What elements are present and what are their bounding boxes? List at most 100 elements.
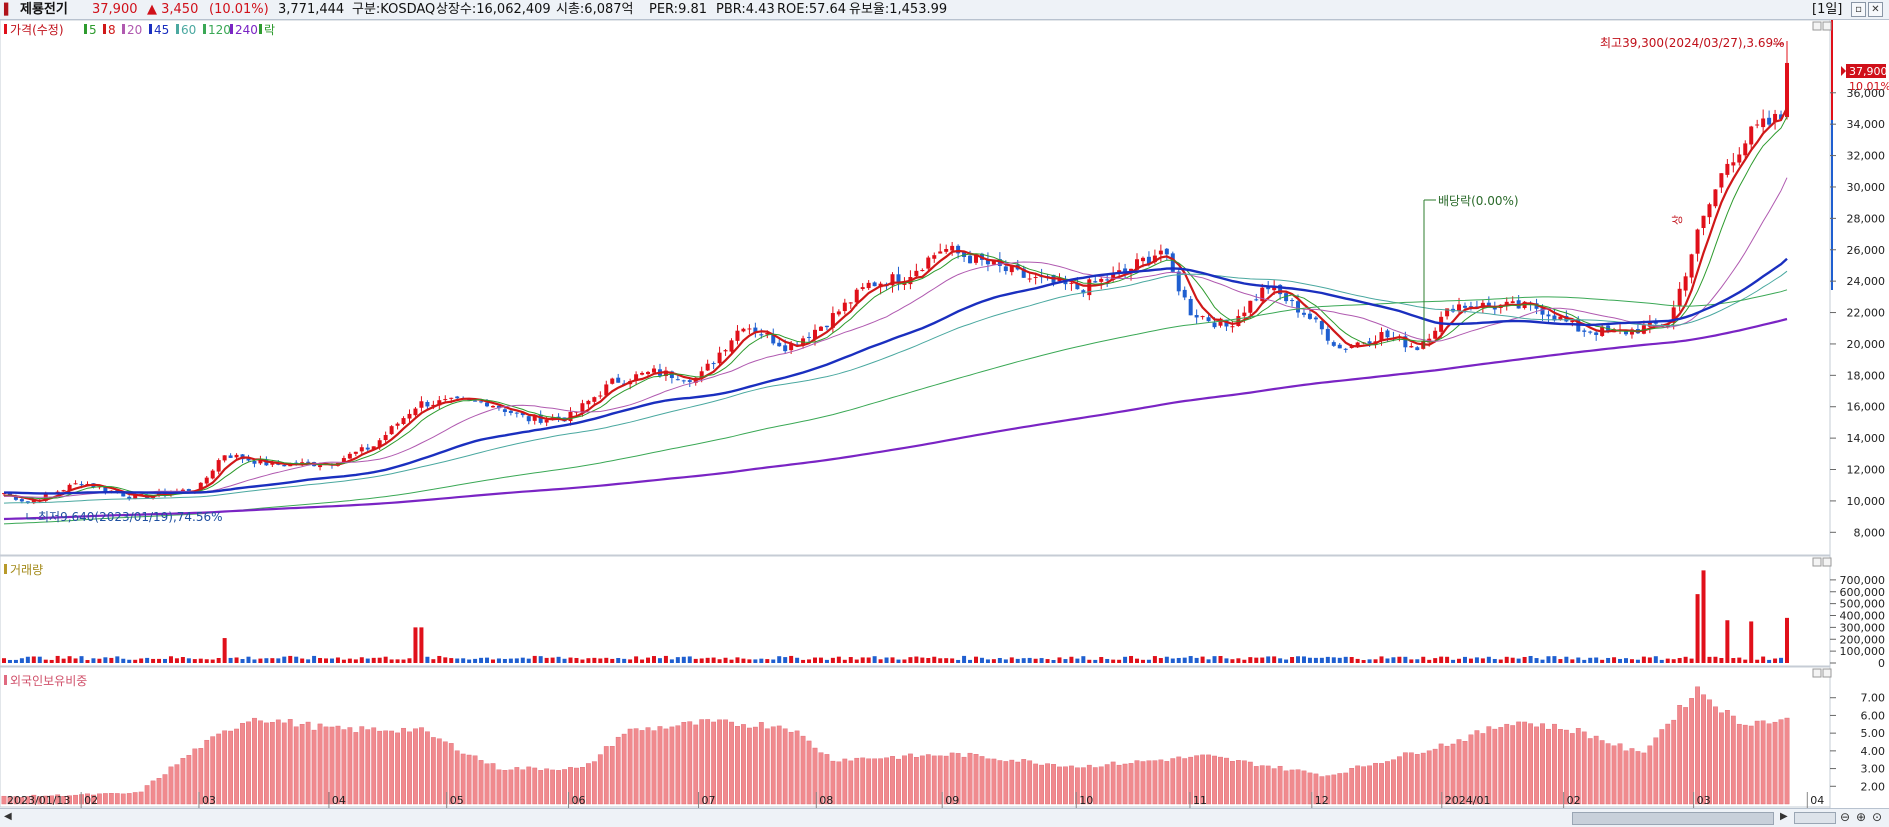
- legend-ma8[interactable]: 8: [108, 23, 116, 37]
- x-axis-label: 10: [1079, 794, 1093, 807]
- foreign-ownership-bar: [645, 727, 651, 805]
- close-icon[interactable]: ✕: [1868, 2, 1883, 17]
- volume-bar: [1570, 659, 1575, 663]
- foreign-ownership-bar: [460, 753, 466, 805]
- volume-bar: [133, 659, 138, 663]
- x-axis-label: 04: [332, 794, 346, 807]
- volume-bar: [7, 659, 12, 663]
- candle-body: [252, 460, 257, 464]
- foreign-close-icon[interactable]: [1822, 668, 1832, 678]
- foreign-ownership-bar: [1176, 756, 1182, 805]
- foreign-ownership-bar: [1039, 764, 1044, 805]
- candle-body: [962, 251, 967, 257]
- volume-bar: [908, 657, 913, 663]
- horizontal-scrollbar[interactable]: ◀ ▶ ⊖ ⊕ ⊙: [0, 808, 1889, 827]
- foreign-ownership-bar: [1784, 717, 1790, 805]
- volume-bar: [1093, 659, 1098, 663]
- candle-body: [1254, 299, 1259, 301]
- legend-ma240[interactable]: 240: [235, 23, 258, 37]
- candle-body: [19, 499, 24, 502]
- volume-bar: [1129, 655, 1134, 663]
- foreign-maximize-icon[interactable]: [1812, 668, 1822, 678]
- legend-ma120[interactable]: 120: [208, 23, 231, 37]
- foreign-ownership-bar: [1212, 755, 1217, 805]
- volume-bar: [1689, 658, 1694, 663]
- foreign-ownership-bar: [669, 726, 675, 805]
- foreign-ownership-bar: [550, 769, 556, 805]
- volume-bar: [502, 658, 507, 663]
- period-selector[interactable]: [1일]: [1812, 2, 1843, 17]
- trade-volume: 3,771,444: [278, 2, 345, 17]
- volume-bar: [145, 657, 150, 663]
- legend-ma45[interactable]: 45: [154, 23, 169, 37]
- candle-body: [1379, 332, 1384, 341]
- volume-close-icon[interactable]: [1822, 557, 1832, 567]
- foreign-panel-title[interactable]: 외국인보유비중: [10, 674, 87, 688]
- volume-bar: [413, 627, 418, 663]
- stock-name[interactable]: 제룡전기: [20, 2, 68, 17]
- candle-body: [1266, 286, 1271, 290]
- foreign-ownership-bar: [866, 758, 872, 805]
- foreign-ownership-bar: [1629, 748, 1635, 805]
- foreign-ownership-bar: [1647, 745, 1653, 805]
- foreign-ownership-bar: [413, 728, 418, 805]
- volume-bar: [1170, 658, 1175, 663]
- candle-body: [371, 446, 376, 450]
- foreign-ownership-bar: [854, 757, 860, 805]
- candle-body: [359, 447, 364, 452]
- chart-canvas[interactable]: 8,000 10,000 12,000 14,000 16,000 18,000 20,00…: [0, 20, 1889, 808]
- x-axis-label: 09: [945, 794, 959, 807]
- foreign-ownership-bar: [556, 770, 561, 805]
- volume-bar: [1582, 659, 1587, 663]
- scroll-thumb[interactable]: [1572, 812, 1774, 825]
- volume-maximize-icon[interactable]: [1812, 557, 1822, 567]
- volume-bar: [228, 657, 233, 663]
- legend-ma5[interactable]: 5: [89, 23, 97, 37]
- legend-price-label[interactable]: 가격(수정): [10, 23, 64, 37]
- foreign-ownership-bar: [538, 770, 544, 805]
- candle-body: [1695, 229, 1700, 254]
- panel-maximize-icon[interactable]: [1812, 21, 1822, 31]
- restore-icon[interactable]: ▫: [1851, 2, 1866, 17]
- volume-bar: [335, 657, 340, 663]
- candle-body: [717, 352, 722, 364]
- zoom-slider[interactable]: [1794, 812, 1836, 824]
- foreign-ownership-bar: [1098, 766, 1104, 805]
- candle-body: [1785, 62, 1789, 118]
- foreign-ownership-bar: [526, 766, 532, 805]
- panel-close-icon[interactable]: [1822, 21, 1832, 31]
- zoom-in-icon[interactable]: ⊕: [1856, 810, 1867, 824]
- foreign-ownership-bar: [150, 780, 156, 805]
- legend-ex-dividend[interactable]: 락: [264, 23, 275, 37]
- foreign-ownership-bar: [1617, 743, 1623, 805]
- market-type: 구분:KOSDAQ: [352, 2, 436, 17]
- candle-body: [604, 384, 609, 396]
- legend-ma60[interactable]: 60: [181, 23, 196, 37]
- foreign-ownership-bar: [991, 758, 997, 805]
- candle-body: [419, 401, 424, 408]
- legend-ma20[interactable]: 20: [127, 23, 142, 37]
- per-value: PER:9.81: [649, 2, 708, 17]
- foreign-ownership-bar: [478, 760, 484, 805]
- foreign-ownership-bar: [1337, 773, 1343, 805]
- zoom-reset-icon[interactable]: ⊙: [1872, 810, 1883, 824]
- volume-bar: [61, 658, 66, 663]
- foreign-ownership-bar: [1522, 721, 1528, 805]
- scroll-right-icon[interactable]: ▶: [1780, 811, 1788, 822]
- foreign-ownership-bar: [1253, 766, 1259, 805]
- volume-bar: [962, 655, 967, 663]
- foreign-ownership-bar: [1683, 707, 1689, 805]
- foreign-ownership-bar: [633, 728, 639, 805]
- price-axis-label: 22,000: [1847, 307, 1886, 320]
- scroll-left-icon[interactable]: ◀: [4, 811, 12, 822]
- candle-body: [395, 423, 400, 426]
- volume-bar: [198, 658, 203, 663]
- zoom-out-icon[interactable]: ⊖: [1840, 810, 1851, 824]
- candle-body: [216, 460, 221, 472]
- foreign-ownership-bar: [687, 721, 693, 805]
- volume-bar: [878, 659, 883, 663]
- volume-axis-label: 0: [1878, 657, 1885, 670]
- volume-panel-title[interactable]: 거래량: [10, 563, 43, 577]
- foreign-ownership-bar: [222, 730, 228, 805]
- foreign-ownership-bar: [806, 740, 812, 805]
